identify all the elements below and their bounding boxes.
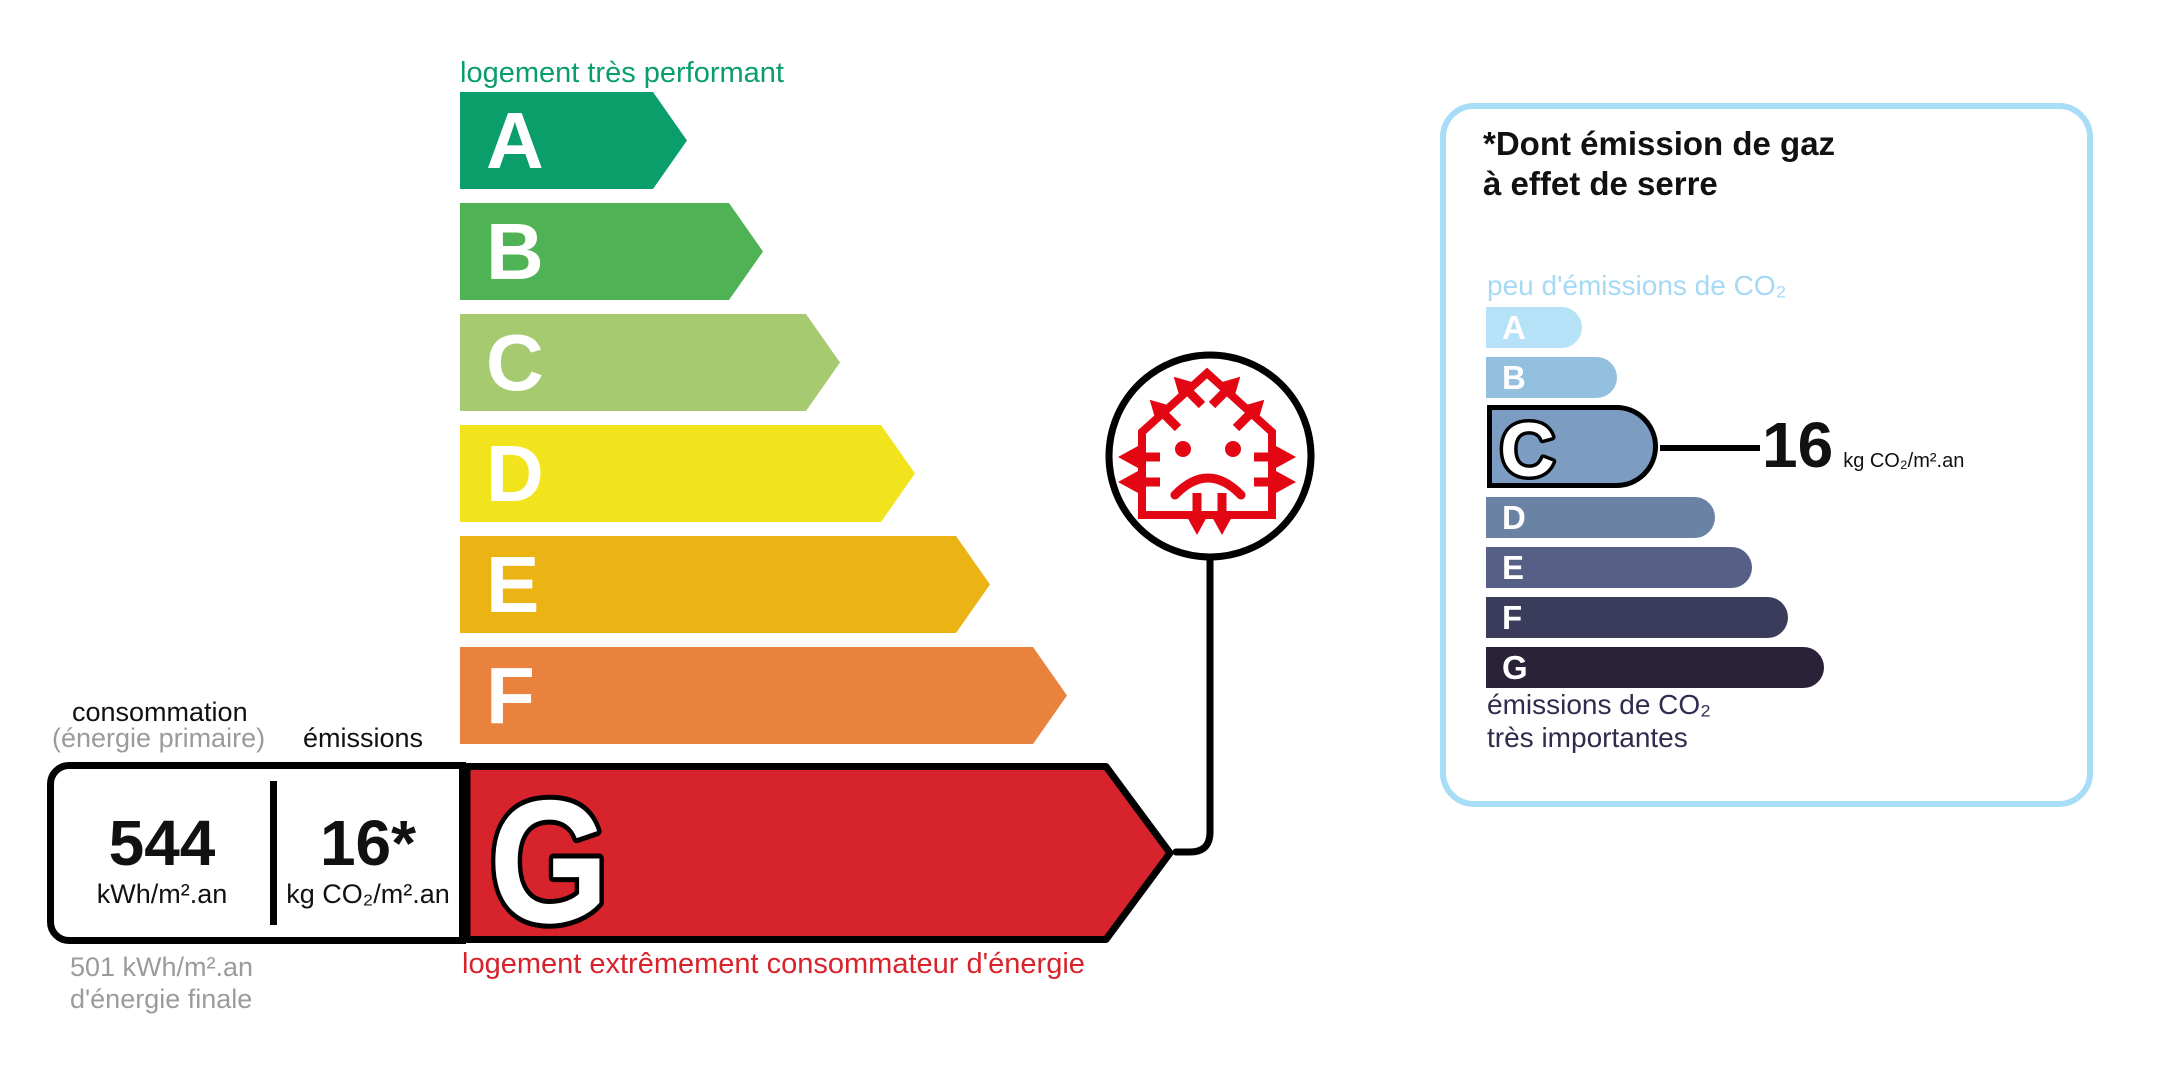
high-co2-caption-line2: très importantes — [1487, 722, 1688, 753]
energy-class-arrow-d: D — [460, 425, 915, 522]
co2-class-letter: G — [1502, 649, 1528, 686]
consumption-label: consommation — [72, 697, 248, 727]
co2-class-letter: D — [1502, 499, 1526, 536]
co2-current-letter: C — [1500, 410, 1555, 483]
current-values-box: 544 kWh/m².an 16* kg CO₂/m².an — [47, 762, 466, 944]
house-outline — [1138, 367, 1276, 519]
badge-connector-line — [1172, 553, 1214, 856]
energy-leak-house-icon — [1105, 351, 1315, 561]
co2-class-bar-c-current: C — [1487, 405, 1658, 497]
primary-energy-sublabel: (énergie primaire) — [52, 723, 266, 753]
low-co2-caption: peu d'émissions de CO₂ — [1487, 270, 1787, 301]
co2-class-bar-e: E — [1486, 547, 1752, 588]
emissions-value: 16* — [319, 807, 417, 879]
co2-class-bar-f: F — [1486, 597, 1788, 638]
co2-callout-unit: kg CO₂/m².an — [1843, 450, 1965, 472]
consumption-value: 544 — [108, 807, 216, 879]
high-co2-caption: émissions de CO₂ très importantes — [1487, 688, 1711, 754]
consumption-unit: kWh/m².an — [96, 879, 228, 909]
co2-class-bar-b: B — [1486, 357, 1617, 398]
final-energy-note: 501 kWh/m².an d'énergie finale — [70, 951, 253, 1015]
house-eye-right — [1225, 441, 1241, 457]
value-box-divider — [270, 781, 277, 925]
co2-callout-value: 16 — [1762, 409, 1834, 481]
badge-circle — [1105, 351, 1315, 561]
energy-class-letter: B — [486, 206, 544, 296]
energy-class-arrow-c: C — [460, 314, 840, 411]
emissions-label: émissions — [303, 723, 424, 753]
sad-house — [1118, 367, 1296, 535]
house-frown — [1170, 473, 1246, 500]
energy-class-arrow-f: F — [460, 647, 1067, 744]
energy-current-letter: G — [489, 765, 609, 960]
co2-class-letter: F — [1502, 599, 1523, 636]
energy-class-letter: C — [486, 317, 544, 407]
emissions-unit: kg CO₂/m².an — [286, 879, 450, 909]
co2-callout-line — [1660, 445, 1760, 451]
co2-class-bar-a: A — [1486, 307, 1582, 348]
final-energy-value: 501 kWh/m².an — [70, 952, 254, 982]
consumption-value-cell: 544 kWh/m².an — [54, 769, 270, 937]
co2-current-letter-graphic: C — [1497, 405, 1559, 497]
energy-class-letter: E — [486, 539, 540, 629]
high-co2-caption-line1: émissions de CO₂ — [1487, 689, 1712, 720]
co2-class-letter: E — [1502, 549, 1525, 586]
co2-class-bar-d: D — [1486, 497, 1715, 538]
co2-class-letter: B — [1502, 359, 1526, 396]
co2-panel-title: *Dont émission de gaz à effet de serre — [1483, 124, 1835, 204]
co2-callout: 16 kg CO₂/m².an — [1762, 413, 1964, 477]
high-consumption-caption: logement extrêmement consommateur d'éner… — [462, 948, 1085, 980]
emissions-value-cell: 16* kg CO₂/m².an — [277, 769, 459, 937]
co2-title-line1: *Dont émission de gaz — [1483, 125, 1836, 162]
co2-class-letter: A — [1502, 309, 1526, 346]
energy-class-letter: D — [486, 428, 544, 518]
co2-title-line2: à effet de serre — [1483, 165, 1718, 202]
energy-class-letter: F — [486, 650, 535, 740]
energy-class-arrow-e: E — [460, 536, 990, 633]
final-energy-caption: d'énergie finale — [70, 984, 253, 1014]
energy-class-arrow-a: A — [460, 92, 687, 189]
house-eye-left — [1175, 441, 1191, 457]
energy-class-arrow-g — [463, 763, 1174, 943]
top-performance-caption: logement très performant — [460, 57, 784, 89]
energy-class-letter: A — [486, 95, 544, 185]
energy-class-arrow-b: B — [460, 203, 763, 300]
leak-arrows — [1118, 376, 1296, 535]
co2-class-bar-g: G — [1486, 647, 1824, 688]
